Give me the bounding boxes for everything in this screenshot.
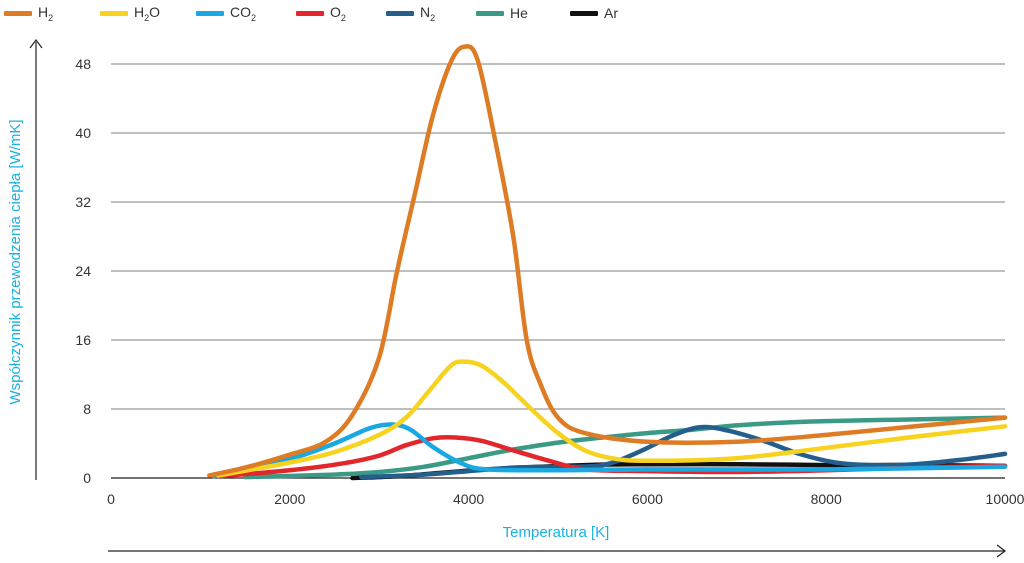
legend-swatch [100,10,128,16]
legend-swatch [386,10,414,16]
series-lines [207,44,1008,481]
x-tick-label: 2000 [274,491,305,507]
legend-label: O2 [330,3,346,23]
legend-item-co2: CO2 [196,4,256,22]
axes [29,39,1006,558]
legend-label: H2O [134,3,161,23]
series-line-h2o [216,359,1008,478]
legend-item-he: He [476,4,528,22]
x-tick-label: 4000 [453,491,484,507]
y-tick-label: 48 [75,56,91,72]
series-line-co2 [211,422,1008,479]
legend-swatch [296,10,324,16]
y-axis-title: Współczynnik przewodzenia ciepła [W/mK] [7,119,24,404]
legend-label: H2 [38,3,54,23]
legend-swatch [570,10,598,16]
y-tick-label: 0 [83,470,91,486]
legend-label: N2 [420,3,436,23]
x-tick-label: 0 [107,491,115,507]
legend-item-ar: Ar [570,4,618,22]
y-tick-label: 16 [75,332,91,348]
legend-label: He [510,5,528,21]
y-tick-label: 40 [75,125,91,141]
gridlines [111,63,1005,479]
y-tick-label: 24 [75,263,91,279]
y-tick-labels: 0 8 16 24 32 40 48 [75,56,91,486]
x-tick-label: 8000 [811,491,842,507]
legend-swatch [196,10,224,16]
legend-label: Ar [604,5,618,21]
legend-label: CO2 [230,3,257,23]
legend: H2 H2O CO2 O2 N2 He Ar [0,0,1024,26]
x-tick-label: 10000 [986,491,1024,507]
legend-swatch [476,10,504,16]
x-arrow-head [996,544,1006,558]
x-tick-labels: 0 2000 4000 6000 8000 10000 [107,491,1024,507]
x-tick-label: 6000 [632,491,663,507]
y-tick-label: 32 [75,194,91,210]
legend-item-h2o: H2O [100,4,160,22]
series-line-h2 [207,44,1008,478]
y-arrow-head [29,39,43,49]
y-tick-label: 8 [83,401,91,417]
legend-item-h2: H2 [4,4,53,22]
x-axis-title: Temperatura [K] [503,524,610,541]
legend-item-o2: O2 [296,4,346,22]
legend-swatch [4,10,32,16]
legend-item-n2: N2 [386,4,435,22]
